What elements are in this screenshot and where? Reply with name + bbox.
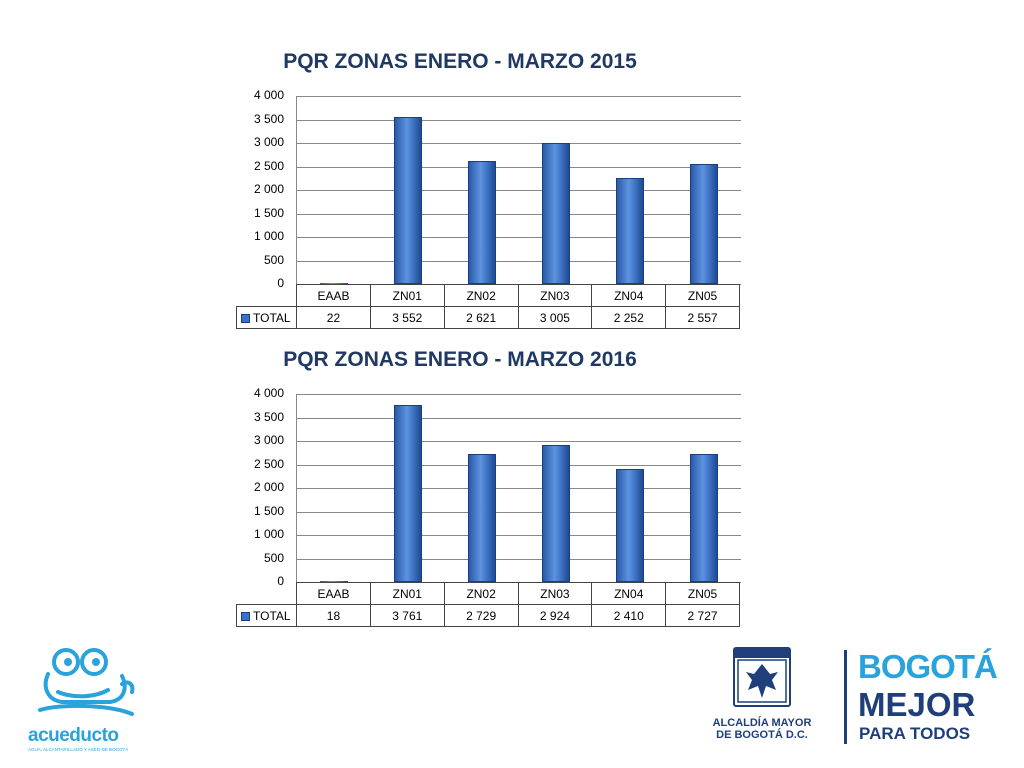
gridline xyxy=(297,441,741,442)
bar-zn04 xyxy=(616,468,644,582)
bar-zn02 xyxy=(468,453,496,582)
coat-of-arms-icon xyxy=(733,647,791,707)
value-label: 2 252 xyxy=(591,306,667,329)
bar-zn02 xyxy=(468,160,496,284)
bar-eaab xyxy=(320,282,348,284)
gridline xyxy=(297,488,741,489)
gridline xyxy=(297,511,741,513)
acueducto-logo: acueducto AGUA, ALCANTARILLADO Y ASEO DE… xyxy=(28,644,140,752)
y-tick-label: 2 500 xyxy=(253,158,284,173)
gridline xyxy=(297,558,741,560)
legend-label: TOTAL xyxy=(253,310,291,325)
gridline xyxy=(297,237,741,238)
y-tick-label: 2 000 xyxy=(253,480,284,494)
bar-zn01 xyxy=(394,117,422,284)
gridline xyxy=(297,96,741,97)
para-todos-wordmark: PARA TODOS xyxy=(859,724,971,743)
y-tick-label: 3 500 xyxy=(253,111,284,126)
gridline xyxy=(297,166,741,168)
category-label: ZN04 xyxy=(591,284,667,307)
legend-entry: TOTAL xyxy=(235,306,298,329)
category-label: ZN03 xyxy=(517,284,593,307)
logo-divider xyxy=(844,650,847,744)
bar-zn01 xyxy=(394,405,422,582)
alcaldia-line1: ALCALDÍA MAYOR xyxy=(712,717,812,729)
bogota-mejor-logo: BOGOTÁ MEJOR PARA TODOS xyxy=(846,648,1006,748)
bar-eaab xyxy=(320,581,348,582)
category-label: ZN05 xyxy=(665,284,740,307)
value-label: 3 552 xyxy=(369,306,445,329)
mejor-wordmark: MEJOR xyxy=(858,686,976,723)
y-tick-label: 2 500 xyxy=(253,456,284,471)
gridline xyxy=(297,464,741,466)
category-label: ZN02 xyxy=(443,284,519,307)
y-tick-label: 0 xyxy=(277,574,284,588)
y-tick-label: 3 500 xyxy=(253,409,284,424)
legend-entry: TOTAL xyxy=(235,604,298,627)
y-tick-label: 2 000 xyxy=(253,182,284,196)
data-table: EAAB ZN01 ZN02 ZN03 ZN04 ZN05 TOTAL 18 3 761 2 72… xyxy=(235,582,740,627)
category-label: EAAB xyxy=(296,582,371,605)
value-label: 3 761 xyxy=(369,604,445,627)
category-label: ZN01 xyxy=(369,582,445,605)
gridline xyxy=(297,143,741,144)
legend-key xyxy=(241,313,250,323)
plot-area xyxy=(296,96,741,285)
legend-key xyxy=(241,611,250,621)
category-label: EAAB xyxy=(296,284,371,307)
legend-label: TOTAL xyxy=(253,608,291,623)
bar-zn03 xyxy=(542,142,570,284)
gridline xyxy=(297,417,741,419)
bar-zn04 xyxy=(616,178,644,284)
bogota-wordmark: BOGOTÁ xyxy=(858,648,998,685)
gridline xyxy=(297,190,741,191)
y-tick-label: 1 000 xyxy=(253,527,284,541)
data-table: EAAB ZN01 ZN02 ZN03 ZN04 ZN05 TOTAL 22 3 552 2 62… xyxy=(235,284,740,329)
gridline xyxy=(297,119,741,121)
plot-area xyxy=(296,394,741,583)
value-label: 2 621 xyxy=(443,306,519,329)
table-corner xyxy=(237,583,297,605)
y-tick-label: 500 xyxy=(263,252,284,267)
value-label: 2 410 xyxy=(591,604,667,627)
category-label: ZN05 xyxy=(665,582,740,605)
chart-title-2015: PQR ZONAS ENERO - MARZO 2015 xyxy=(283,50,637,73)
gridline xyxy=(297,260,741,262)
gridline xyxy=(297,535,741,536)
value-label: 3 005 xyxy=(517,306,593,329)
frog-icon xyxy=(38,648,135,716)
alcaldia-line2: DE BOGOTÁ D.C. xyxy=(716,729,808,741)
y-tick-label: 1 500 xyxy=(253,503,284,518)
value-label: 2 727 xyxy=(665,604,740,627)
bar-zn05 xyxy=(690,163,718,284)
alcaldia-logo: ALCALDÍA MAYOR DE BOGOTÁ D.C. xyxy=(710,646,814,748)
y-tick-label: 0 xyxy=(277,276,284,290)
bar-zn03 xyxy=(542,444,570,582)
chart-title-2016: PQR ZONAS ENERO - MARZO 2016 xyxy=(283,348,637,371)
category-label: ZN03 xyxy=(517,582,593,605)
value-label: 2 557 xyxy=(665,306,740,329)
value-label: 2 729 xyxy=(443,604,519,627)
gridline xyxy=(297,394,741,395)
table-corner xyxy=(237,285,297,307)
value-label: 18 xyxy=(296,604,371,627)
y-tick-label: 3 000 xyxy=(253,433,284,447)
acueducto-wordmark: acueducto xyxy=(28,725,119,746)
y-tick-label: 1 000 xyxy=(253,229,284,243)
gridline xyxy=(297,213,741,215)
category-label: ZN01 xyxy=(369,284,445,307)
y-tick-label: 3 000 xyxy=(253,135,284,149)
y-tick-label: 4 000 xyxy=(253,386,284,400)
value-label: 22 xyxy=(296,306,371,329)
bar-zn05 xyxy=(690,453,718,582)
value-label: 2 924 xyxy=(517,604,593,627)
category-label: ZN02 xyxy=(443,582,519,605)
y-tick-label: 1 500 xyxy=(253,205,284,220)
category-label: ZN04 xyxy=(591,582,667,605)
acueducto-tagline: AGUA, ALCANTARILLADO Y ASEO DE BOGOTÁ xyxy=(28,747,129,752)
y-tick-label: 4 000 xyxy=(253,88,284,102)
y-tick-label: 500 xyxy=(263,550,284,565)
